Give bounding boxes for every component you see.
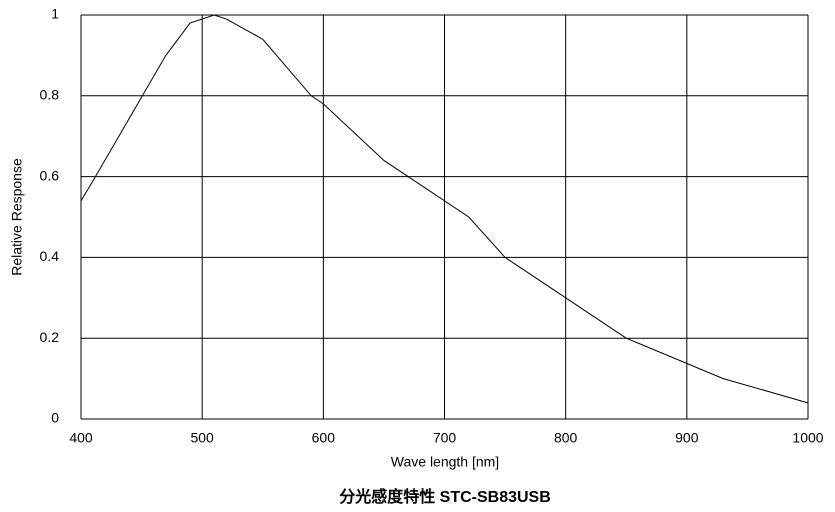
y-axis-label: Relative Response xyxy=(9,158,25,276)
y-tick-label: 0.8 xyxy=(40,87,60,103)
chart-title: 分光感度特性 STC-SB83USB xyxy=(339,487,551,506)
x-tick-label: 500 xyxy=(190,430,214,446)
y-tick-label: 0 xyxy=(51,410,59,426)
x-tick-label: 800 xyxy=(554,430,578,446)
y-tick-label: 0.4 xyxy=(40,248,60,264)
y-tick-label: 0.2 xyxy=(40,329,60,345)
x-tick-label: 400 xyxy=(69,430,93,446)
x-tick-label: 1000 xyxy=(792,430,823,446)
x-tick-label: 900 xyxy=(675,430,699,446)
x-tick-label: 700 xyxy=(433,430,457,446)
y-tick-label: 0.6 xyxy=(40,167,60,183)
x-tick-label: 600 xyxy=(312,430,336,446)
data-line xyxy=(80,14,809,404)
y-tick-label: 1 xyxy=(51,6,59,22)
x-axis-label: Wave length [nm] xyxy=(391,454,499,470)
